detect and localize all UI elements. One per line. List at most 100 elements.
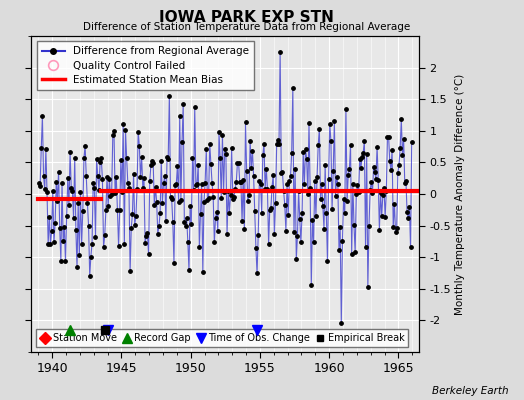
Point bbox=[51, 220, 59, 227]
Point bbox=[400, 180, 409, 186]
Point bbox=[53, 198, 62, 204]
Point bbox=[115, 206, 124, 213]
Point bbox=[397, 116, 406, 123]
Point bbox=[331, 193, 340, 199]
Point bbox=[92, 156, 101, 162]
Point bbox=[187, 221, 195, 228]
Point bbox=[373, 144, 381, 150]
Point bbox=[314, 142, 322, 148]
Point bbox=[189, 186, 198, 193]
Point bbox=[297, 239, 305, 246]
Point bbox=[172, 181, 180, 188]
Point bbox=[210, 239, 219, 246]
Point bbox=[50, 239, 58, 245]
Point bbox=[386, 158, 394, 164]
Point bbox=[335, 247, 343, 254]
Point bbox=[354, 189, 363, 196]
Point bbox=[356, 155, 364, 162]
Point bbox=[38, 113, 47, 119]
Legend: Station Move, Record Gap, Time of Obs. Change, Empirical Break: Station Move, Record Gap, Time of Obs. C… bbox=[36, 329, 409, 347]
Point bbox=[276, 48, 285, 55]
Point bbox=[308, 216, 316, 223]
Point bbox=[359, 149, 367, 156]
Point bbox=[315, 126, 323, 132]
Point bbox=[133, 186, 141, 192]
Point bbox=[58, 180, 66, 186]
Point bbox=[404, 215, 412, 221]
Point bbox=[49, 188, 57, 195]
Point bbox=[151, 184, 160, 190]
Point bbox=[177, 197, 185, 204]
Point bbox=[83, 200, 92, 206]
Point bbox=[303, 191, 312, 197]
Point bbox=[262, 166, 270, 172]
Point bbox=[107, 191, 116, 197]
Point bbox=[255, 178, 264, 184]
Point bbox=[242, 119, 250, 126]
Point bbox=[111, 190, 119, 196]
Point bbox=[69, 215, 78, 221]
Point bbox=[248, 148, 257, 154]
Point bbox=[323, 258, 332, 264]
Point bbox=[322, 210, 331, 216]
Point bbox=[238, 217, 246, 224]
Point bbox=[270, 231, 279, 238]
Point bbox=[275, 141, 283, 148]
Point bbox=[221, 145, 229, 152]
Point bbox=[296, 216, 304, 222]
Point bbox=[100, 244, 108, 251]
Point bbox=[137, 154, 146, 160]
Point bbox=[160, 173, 169, 179]
Point bbox=[245, 191, 253, 198]
Point bbox=[202, 146, 211, 152]
Point bbox=[195, 244, 203, 250]
Point bbox=[200, 199, 208, 206]
Point bbox=[36, 183, 45, 189]
Point bbox=[305, 120, 313, 126]
Point bbox=[243, 168, 251, 174]
Point bbox=[66, 149, 74, 156]
Point bbox=[402, 177, 410, 184]
Point bbox=[72, 226, 80, 233]
Point bbox=[218, 132, 226, 138]
Point bbox=[73, 264, 81, 270]
Point bbox=[405, 204, 413, 210]
Point bbox=[360, 138, 368, 144]
Point bbox=[123, 155, 131, 161]
Point bbox=[316, 196, 325, 202]
Point bbox=[348, 181, 357, 187]
Point bbox=[146, 178, 154, 185]
Point bbox=[396, 144, 405, 151]
Point bbox=[286, 173, 294, 179]
Point bbox=[234, 160, 243, 166]
Point bbox=[84, 223, 93, 229]
Point bbox=[126, 268, 134, 274]
Point bbox=[394, 170, 402, 177]
Point bbox=[118, 189, 126, 195]
Point bbox=[377, 213, 386, 219]
Point bbox=[324, 176, 333, 182]
Point bbox=[344, 172, 353, 178]
Point bbox=[327, 138, 335, 144]
Point bbox=[302, 156, 311, 162]
Point bbox=[249, 173, 258, 179]
Point bbox=[91, 234, 100, 240]
Point bbox=[372, 176, 380, 182]
Point bbox=[186, 203, 194, 209]
Point bbox=[96, 159, 104, 166]
Point bbox=[300, 181, 309, 187]
Point bbox=[179, 101, 188, 108]
Point bbox=[391, 229, 400, 235]
Point bbox=[222, 151, 230, 158]
Point bbox=[366, 186, 374, 193]
Point bbox=[382, 188, 390, 194]
Point bbox=[42, 146, 50, 152]
Point bbox=[193, 180, 201, 187]
Point bbox=[149, 160, 157, 167]
Point bbox=[78, 240, 86, 247]
Point bbox=[253, 270, 261, 277]
Point bbox=[203, 197, 212, 203]
Point bbox=[68, 188, 77, 194]
Point bbox=[196, 210, 205, 217]
Point bbox=[339, 237, 347, 244]
